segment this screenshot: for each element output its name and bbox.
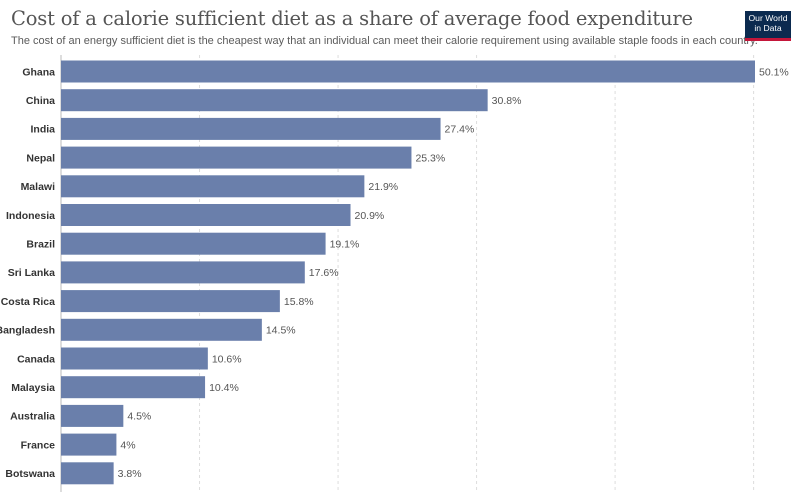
chart-title: Cost of a calorie sufficient diet as a s… [11,7,693,30]
bars: Ghana 50.1% China 30.8% India 27.4% Nepal 25.3%… [0,60,789,485]
value-label: 17.6% [309,267,339,279]
bar[interactable] [61,433,117,456]
bar[interactable] [61,117,441,140]
bar[interactable] [61,462,114,485]
bar[interactable] [61,232,326,255]
category-label: Costa Rica [1,296,55,308]
category-label: Indonesia [6,210,55,222]
bar[interactable] [61,318,262,341]
category-label: Malaysia [11,382,55,394]
logo-text-line2: in Data [754,23,782,33]
category-label: Ghana [22,66,55,78]
chart-subtitle: The cost of an energy sufficient diet is… [11,35,758,47]
category-label: France [21,439,56,451]
value-label: 30.8% [492,95,522,107]
value-label: 20.9% [355,210,385,222]
value-label: 10.6% [212,353,242,365]
value-label: 21.9% [368,181,398,193]
value-label: 14.5% [266,325,296,337]
value-label: 3.8% [118,468,142,480]
category-label: Brazil [26,239,55,251]
bar[interactable] [61,290,280,313]
value-label: 10.4% [209,382,239,394]
bar[interactable] [61,60,755,83]
bar[interactable] [61,89,488,112]
category-label: Australia [10,411,55,423]
value-label: 50.1% [759,66,789,78]
value-label: 4% [120,439,135,451]
bar[interactable] [61,146,412,169]
bar[interactable] [61,404,124,427]
category-label: Sri Lanka [8,267,55,279]
value-label: 19.1% [330,239,360,251]
bar[interactable] [61,175,365,198]
category-label: Canada [17,353,55,365]
value-label: 25.3% [415,152,445,164]
category-label: Botswana [5,468,55,480]
category-label: India [30,124,55,136]
category-label: Nepal [26,152,55,164]
bar[interactable] [61,376,206,399]
logo-text-line1: Our World [748,13,788,23]
category-label: Malawi [21,181,56,193]
value-label: 4.5% [127,411,151,423]
category-label: Bangladesh [0,325,55,337]
category-label: China [26,95,55,107]
value-label: 15.8% [284,296,314,308]
bar[interactable] [61,347,208,370]
owid-logo[interactable]: Our World in Data [745,11,791,41]
value-label: 27.4% [445,124,475,136]
bar[interactable] [61,204,351,226]
bar[interactable] [61,261,305,284]
